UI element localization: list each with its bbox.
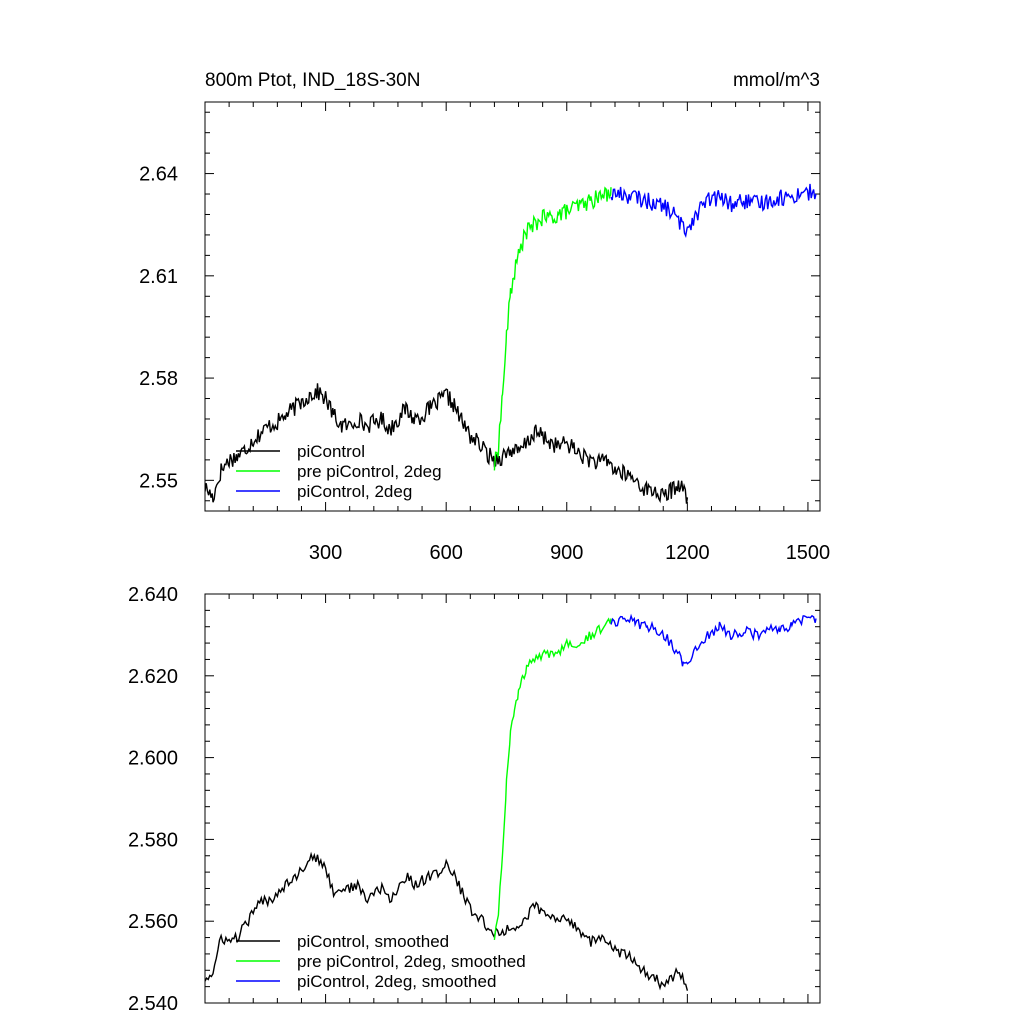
bottom-panel: 2.540 2.560 2.580 2.600 2.620 2.640 piControl,…	[128, 584, 821, 1015]
y-tick-label: 2.540	[128, 993, 178, 1015]
series-line	[610, 183, 817, 238]
y-tick-label: 2.58	[139, 368, 178, 390]
plot-frame	[204, 593, 821, 1004]
top-panel: 300 600 900 1200 1500 2.55 2.58 2.61 2.64 piContr…	[139, 101, 831, 564]
y-tick-label: 2.640	[128, 584, 178, 606]
x-tick-label: 900	[550, 542, 583, 564]
y-tick-label: 2.55	[139, 470, 178, 492]
chart-title: 800m Ptot, IND_18S-30N	[205, 70, 420, 91]
series-line	[205, 383, 689, 504]
y-tick-label: 2.620	[128, 666, 178, 688]
legend-label: pre piControl, 2deg, smoothed	[297, 952, 526, 971]
series-line	[610, 613, 817, 667]
legend-label: piControl	[297, 442, 365, 461]
legend-label: piControl, smoothed	[297, 932, 449, 951]
y-tick-label: 2.580	[128, 829, 178, 851]
y-tick-label: 2.61	[139, 266, 178, 288]
legend-label: pre piControl, 2deg	[297, 462, 442, 481]
x-tick-label: 1200	[665, 542, 710, 564]
y-tick-label: 2.600	[128, 748, 178, 770]
x-tick-label: 1500	[786, 542, 831, 564]
series-line	[493, 617, 612, 940]
legend-label: piControl, 2deg	[297, 482, 412, 501]
series-line	[205, 851, 689, 991]
series-line	[493, 186, 612, 471]
x-tick-label: 600	[429, 542, 462, 564]
y-tick-label: 2.560	[128, 911, 178, 933]
x-tick-label: 300	[309, 542, 342, 564]
y-tick-label: 2.64	[139, 164, 178, 186]
legend-label: piControl, 2deg, smoothed	[297, 972, 496, 991]
units-label: mmol/m^3	[733, 70, 820, 91]
plot-frame	[204, 101, 821, 512]
